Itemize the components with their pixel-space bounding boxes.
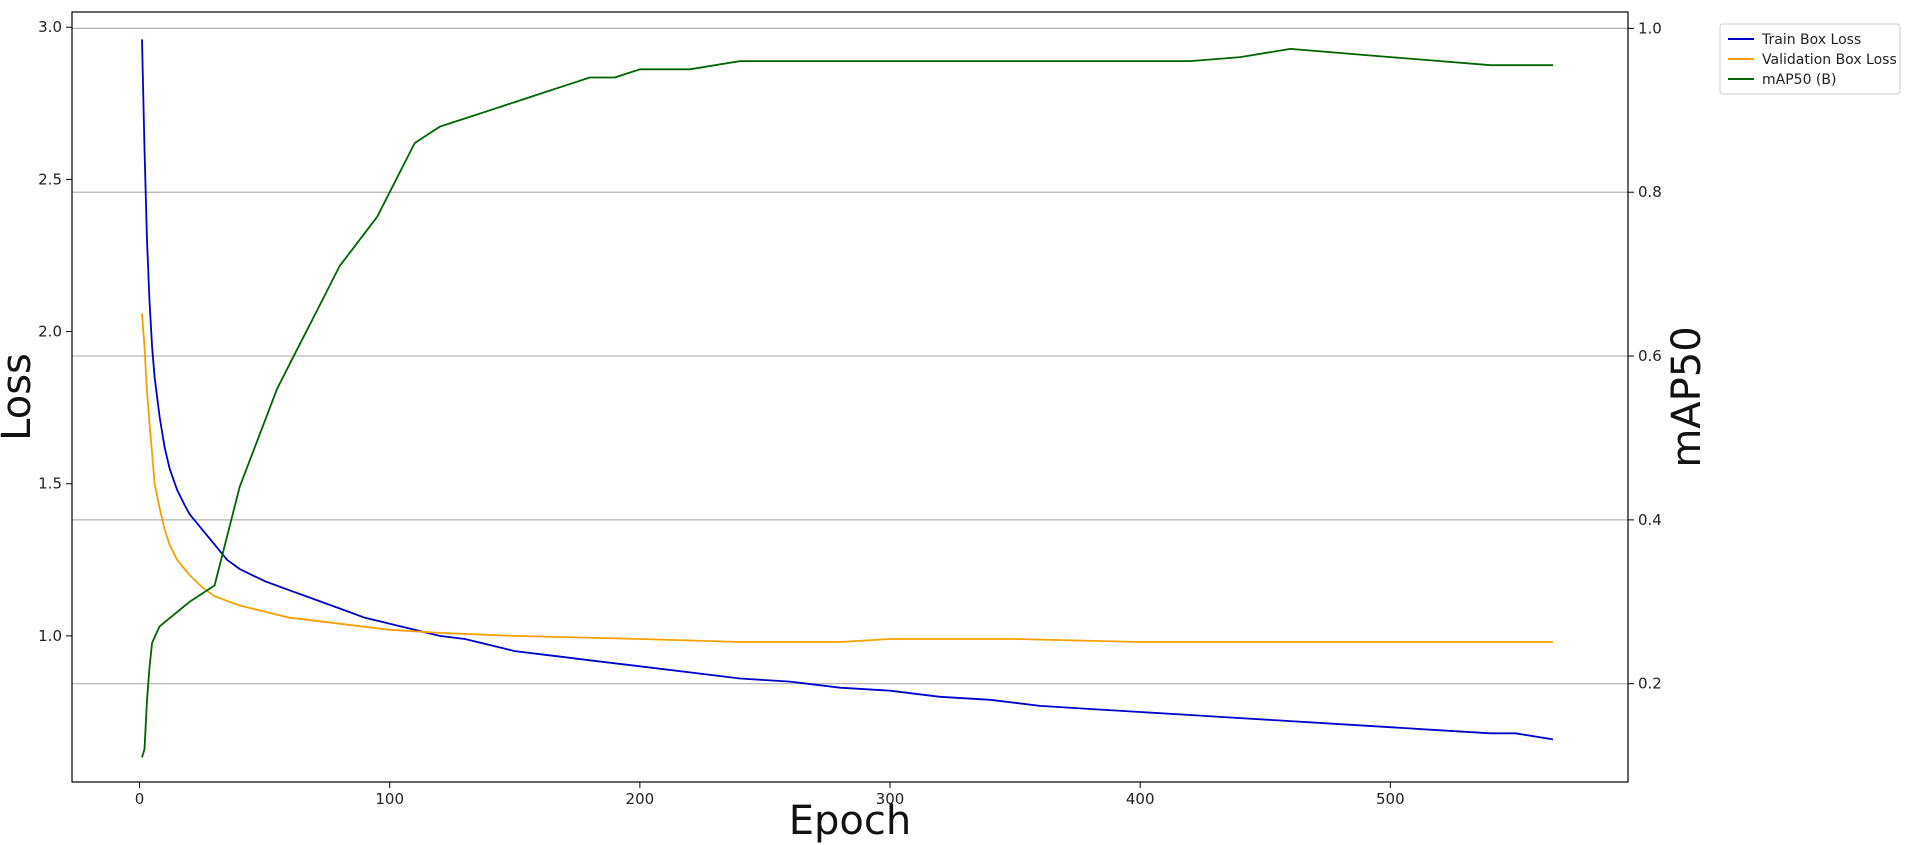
series-line-train-box-loss xyxy=(141,39,1554,741)
y-right-axis: 0.2 0.4 0.6 0.8 1.0 xyxy=(1628,19,1662,693)
y-right-axis-title: mAP50 xyxy=(1664,326,1710,467)
x-tick-label-1: 100 xyxy=(375,790,404,808)
series-line-map50 xyxy=(141,48,1553,758)
y-left-tick-label-2: 2.0 xyxy=(38,323,62,341)
y-right-tick-label-4: 1.0 xyxy=(1638,19,1662,37)
y-left-tick-label-3: 2.5 xyxy=(38,170,62,188)
series-layer xyxy=(141,39,1554,758)
series-line-validation-box-loss xyxy=(141,313,1553,643)
plot-frame xyxy=(71,11,1629,783)
y-right-tick-label-1: 0.4 xyxy=(1638,511,1662,529)
y-right-tick-label-3: 0.8 xyxy=(1638,183,1662,201)
y-left-axis: 1.0 1.5 2.0 2.5 3.0 xyxy=(38,18,72,645)
x-tick-label-3: 300 xyxy=(876,790,905,808)
y-left-axis-title: Loss xyxy=(0,353,40,441)
x-tick-label-0: 0 xyxy=(135,790,145,808)
y-left-tick-label-1: 1.5 xyxy=(38,475,62,493)
legend-label-validation-box-loss: Validation Box Loss xyxy=(1762,52,1897,68)
y-left-tick-label-4: 3.0 xyxy=(38,18,62,36)
x-axis: 0 100 200 300 400 500 xyxy=(135,782,1405,808)
legend-label-map50: mAP50 (B) xyxy=(1762,72,1836,88)
legend-box xyxy=(1719,23,1901,95)
x-tick-label-5: 500 xyxy=(1376,790,1405,808)
y-right-tick-label-0: 0.2 xyxy=(1638,675,1662,693)
grid-layer xyxy=(72,27,1628,685)
legend: Train Box Loss Validation Box Loss mAP50… xyxy=(1719,23,1901,95)
x-axis-title: Epoch xyxy=(789,798,911,844)
y-right-tick-label-2: 0.6 xyxy=(1638,347,1662,365)
x-tick-label-4: 400 xyxy=(1126,790,1155,808)
legend-label-train-box-loss: Train Box Loss xyxy=(1761,32,1861,48)
x-tick-label-2: 200 xyxy=(626,790,655,808)
y-left-tick-label-0: 1.0 xyxy=(38,627,62,645)
